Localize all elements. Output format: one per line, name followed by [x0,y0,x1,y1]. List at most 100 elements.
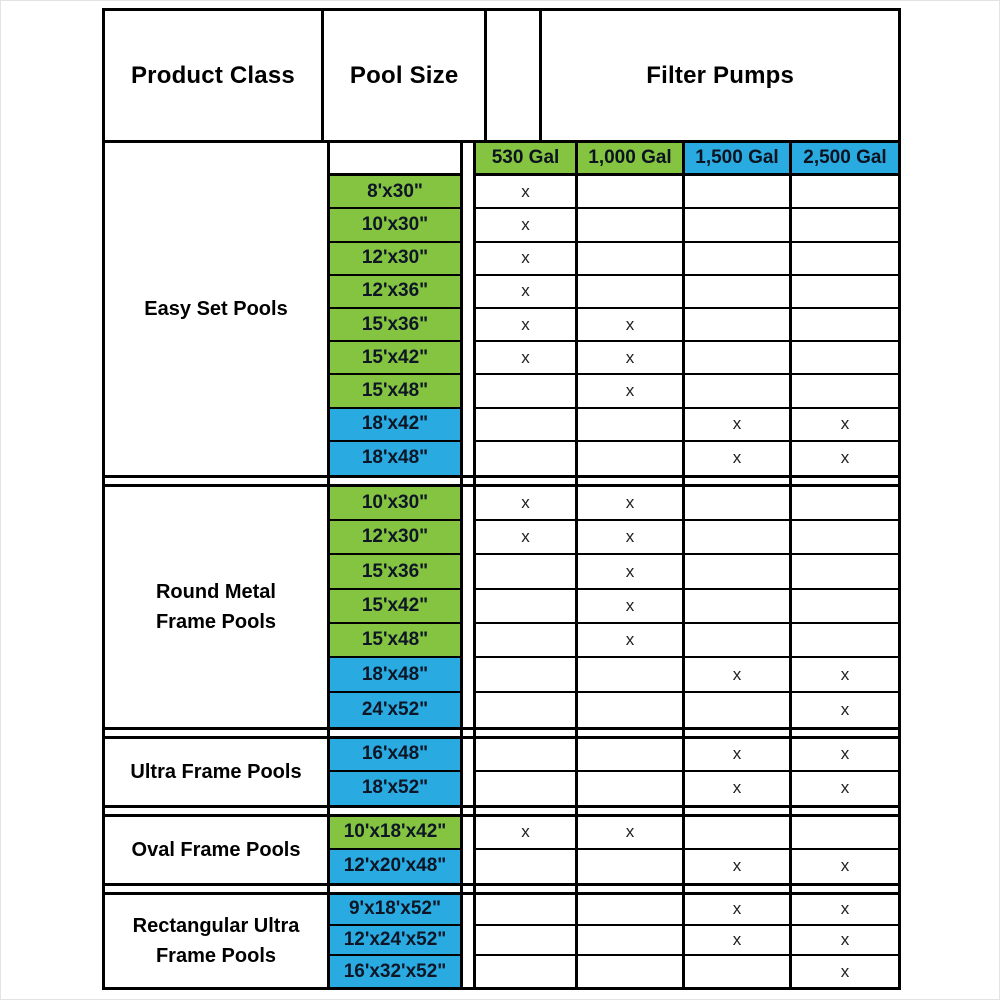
column-gap [463,309,473,342]
compat-empty-cell [473,375,578,409]
column-gap [463,850,473,883]
column-gap [463,624,473,658]
compat-empty-cell [578,275,685,309]
compat-mark-cell: x [578,486,685,522]
column-gap [463,243,473,276]
section-rectangular-ultra-frame-pools: Rectangular Ultra Frame Pools 9'x18'x52" x x… [105,891,898,988]
compat-empty-cell [473,555,578,590]
column-gap [463,956,473,987]
column-gap [463,895,473,926]
divider-segment [685,885,792,892]
compat-mark-cell: x [473,242,578,276]
compat-mark-cell: x [685,771,792,805]
compat-empty-cell [473,692,578,727]
product-class-cell: Round Metal Frame Pools [105,486,330,727]
compat-empty-cell [792,521,898,556]
product-class-label: Oval Frame Pools [131,838,301,861]
divider-segment [473,477,578,484]
pool-size-cell: 12'x30" [330,521,463,556]
compat-empty-cell [578,242,685,276]
compat-mark-cell: x [685,894,792,926]
compat-mark-cell: x [792,849,898,883]
compat-empty-cell [792,209,898,243]
section-divider [105,885,898,892]
divider-segment [105,807,330,814]
compat-empty-cell [473,956,578,988]
column-gap [463,926,473,957]
pool-size-cell: 12'x36" [330,275,463,309]
divider-segment [105,477,330,484]
column-gap [463,817,473,850]
column-gap [463,739,473,772]
divider-segment [578,477,685,484]
section-divider [105,807,898,814]
section-oval-frame-pools: Oval Frame Pools 10'x18'x42" x x 12'x20'x48"… [105,813,898,886]
compat-mark-cell: x [473,176,578,210]
column-gap [463,342,473,375]
divider-segment [463,885,473,892]
product-class-cell: Rectangular Ultra Frame Pools [105,894,330,988]
pool-size-cell: 15'x36" [330,555,463,590]
compat-empty-cell [685,956,792,988]
pool-size-cell: 16'x32'x52" [330,956,463,988]
compat-mark-cell: x [578,308,685,343]
column-gap [463,590,473,624]
compat-empty-cell [792,308,898,343]
pump-size-header: 2,500 Gal [792,143,898,177]
compat-mark-cell: x [578,342,685,376]
product-class-header: Product Class [105,11,324,140]
compat-empty-cell [685,555,792,590]
compat-mark-cell: x [578,521,685,556]
compat-empty-cell [473,624,578,659]
compat-empty-cell [473,589,578,625]
column-gap [463,409,473,442]
compat-empty-cell [578,692,685,727]
pool-size-cell: 15'x42" [330,589,463,625]
compat-empty-cell [792,275,898,309]
compat-empty-cell [792,589,898,625]
pool-size-cell: 12'x20'x48" [330,849,463,883]
pool-size-cell: 18'x48" [330,658,463,693]
compat-empty-cell [685,624,792,659]
pool-size-cell: 15'x48" [330,624,463,659]
divider-segment [792,885,898,892]
compat-empty-cell [792,624,898,659]
compat-empty-cell [685,176,792,210]
compat-empty-cell [578,894,685,926]
product-class-label: Round Metal Frame Pools [155,580,277,633]
section-ultra-frame-pools: Ultra Frame Pools 16'x48" x x 18'x52" x x [105,735,898,808]
compat-empty-cell [685,692,792,727]
compat-empty-cell [473,849,578,883]
compat-empty-cell [685,816,792,850]
compat-mark-cell: x [473,275,578,309]
compat-empty-cell [792,176,898,210]
compat-mark-cell: x [578,816,685,850]
compat-empty-cell [685,375,792,409]
divider-segment [792,807,898,814]
compat-empty-cell [578,176,685,210]
compat-empty-cell [578,771,685,805]
compat-mark-cell: x [473,342,578,376]
compat-mark-cell: x [473,816,578,850]
product-class-cell: Oval Frame Pools [105,816,330,883]
compat-empty-cell [473,658,578,693]
product-class-cell: Easy Set Pools [105,143,330,475]
divider-segment [473,807,578,814]
divider-segment [685,477,792,484]
pump-size-header: 1,500 Gal [685,143,792,177]
compat-empty-cell [473,441,578,475]
compat-mark-cell: x [792,658,898,693]
column-gap [463,772,473,805]
compat-mark-cell: x [685,849,792,883]
compat-mark-cell: x [685,441,792,475]
compat-mark-cell: x [473,209,578,243]
compatibility-table: Product Class Pool Size Filter Pumps Eas… [102,8,901,991]
section-easy-set-pools: Easy Set Pools 530 Gal 1,000 Gal 1,500 Gal 2… [105,143,898,478]
compat-mark-cell: x [792,956,898,988]
column-gap [463,658,473,692]
divider-segment [463,729,473,736]
column-gap [463,442,473,475]
divider-segment [685,729,792,736]
section-divider [105,477,898,484]
compat-empty-cell [792,342,898,376]
